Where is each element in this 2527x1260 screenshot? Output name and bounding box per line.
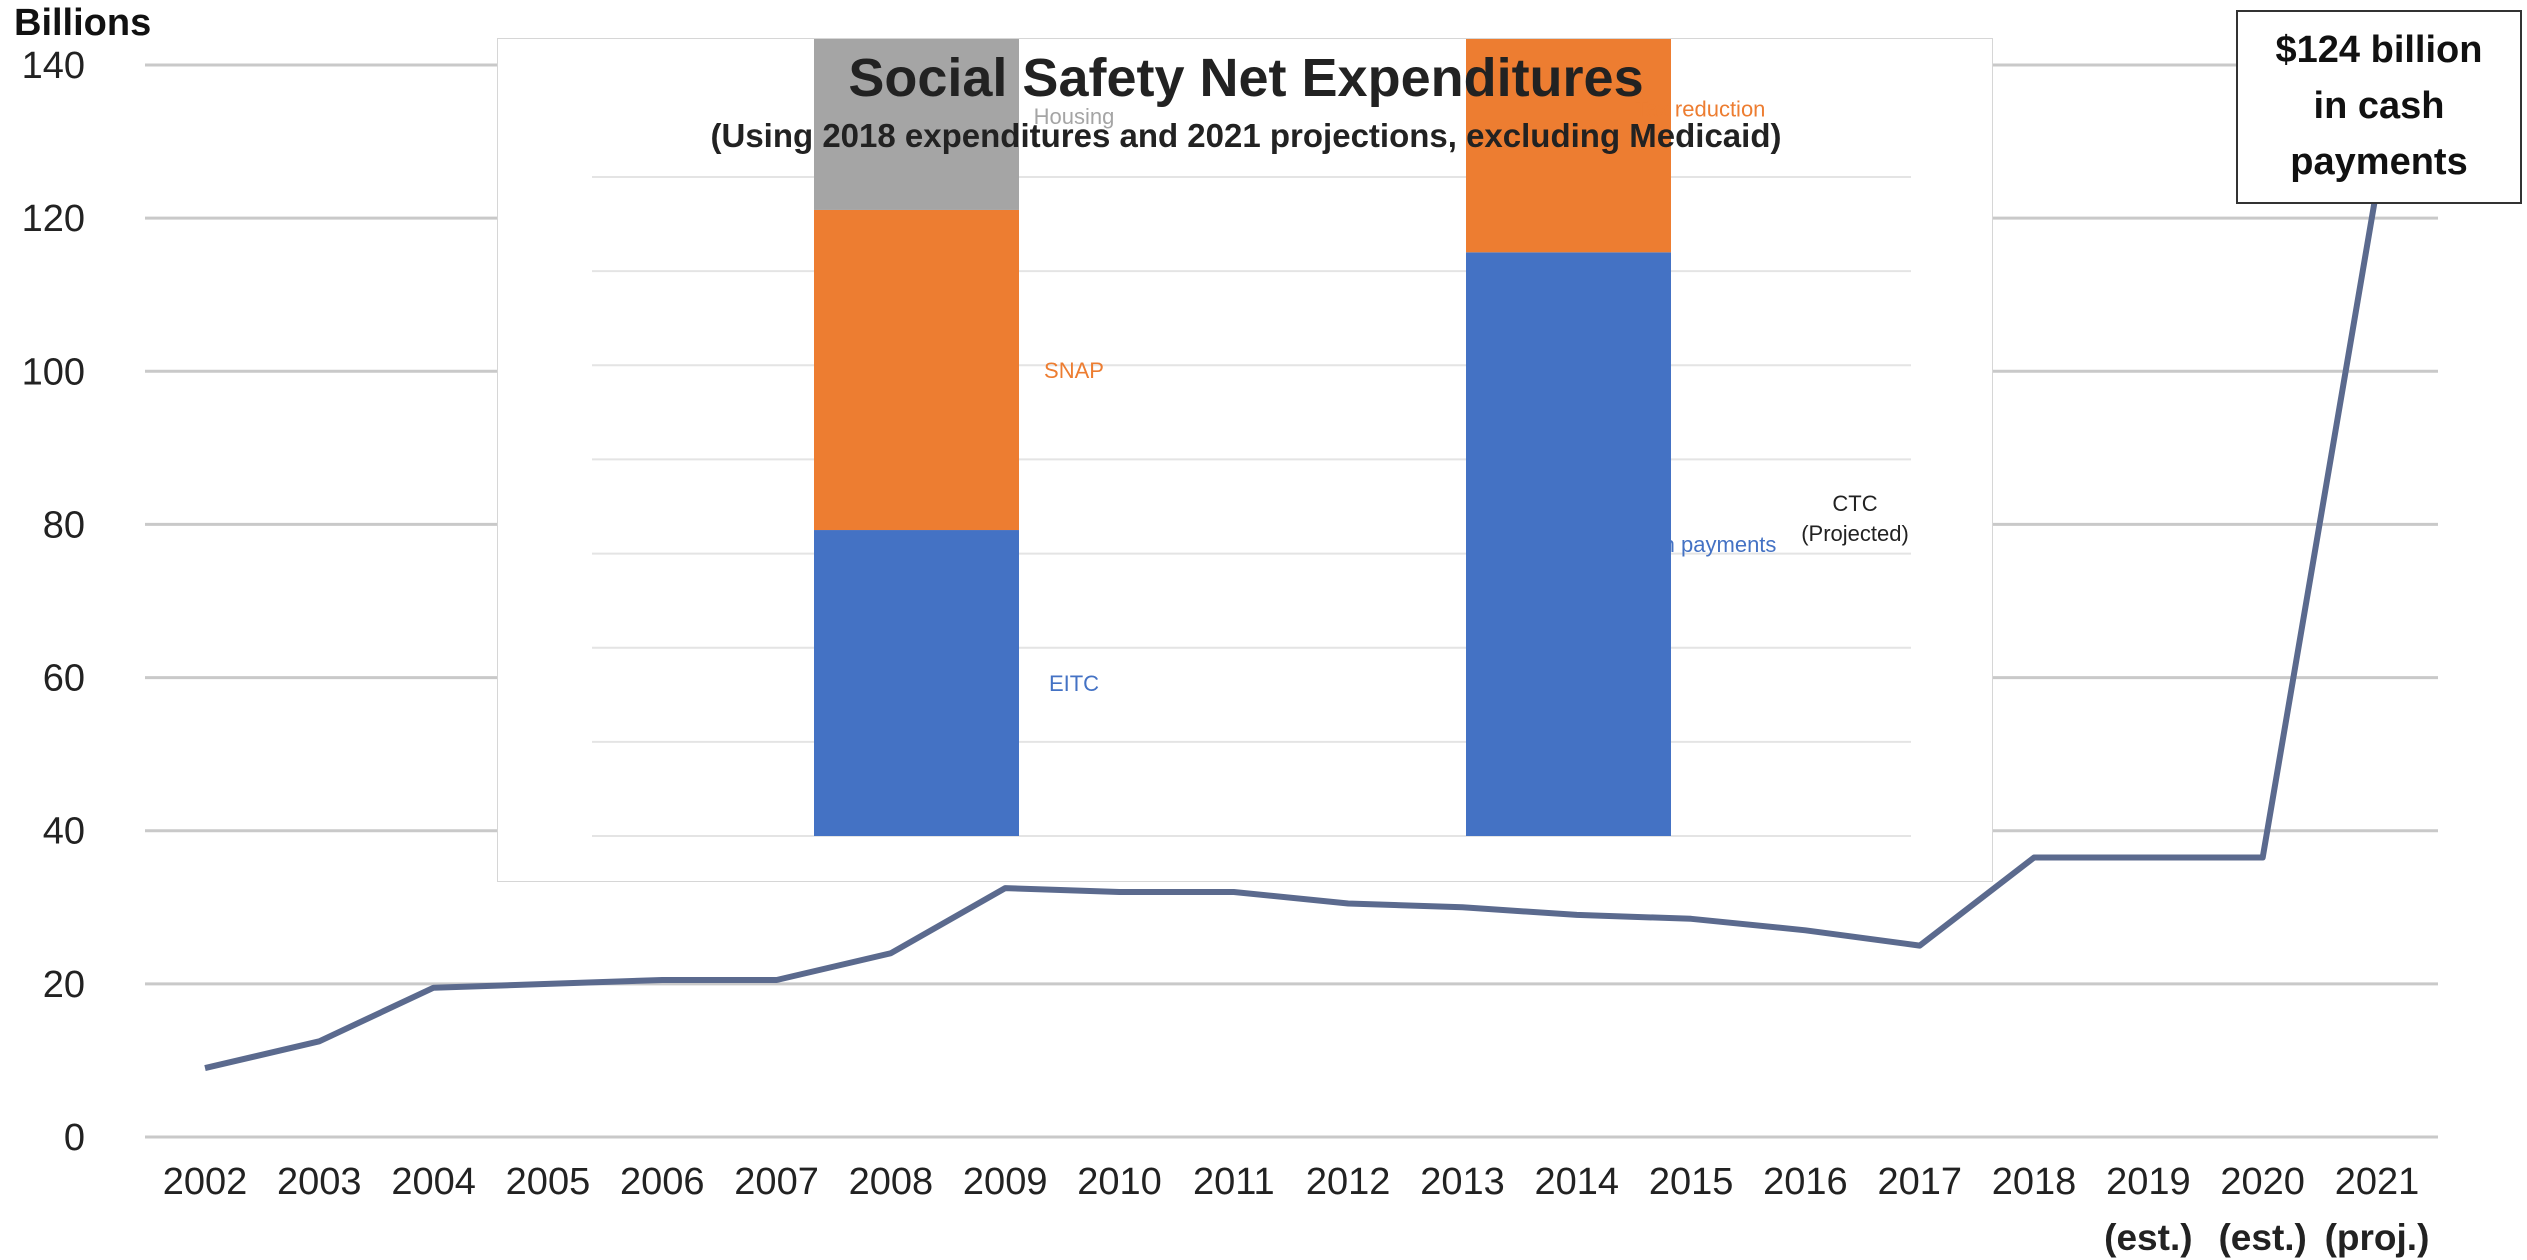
- inset-chart-title: Social Safety Net Expenditures: [848, 48, 1644, 108]
- segment-label: Housing: [1034, 104, 1115, 129]
- inset-chart: EITCSNAPHousingTANF$166 billionCash paym…: [497, 38, 1993, 882]
- y-tick-label: 120: [22, 198, 85, 240]
- bar-group-label: CTC: [1832, 491, 1877, 516]
- x-tick-label: 2002: [163, 1161, 248, 1203]
- bar-group-label: (Projected): [1801, 521, 1909, 546]
- bar-segment: [814, 209, 1019, 531]
- x-tick-label: 2019: [2106, 1161, 2191, 1203]
- x-tick-label: 2020: [2220, 1161, 2305, 1203]
- series-line: [204, 186, 2380, 1072]
- x-tick-label: 2003: [277, 1161, 362, 1203]
- y-tick-label: 80: [43, 504, 85, 546]
- x-tick-label: 2018: [1992, 1161, 2077, 1203]
- x-tick-label: 2014: [1535, 1161, 1620, 1203]
- segment-label: Cash payments: [1624, 532, 1777, 557]
- x-tick-label: 2009: [963, 1161, 1048, 1203]
- x-tick-label: 2021: [2335, 1161, 2420, 1203]
- x-tick-label: 2011: [1193, 1161, 1275, 1203]
- x-tick-label: 2006: [620, 1161, 705, 1203]
- annotation-line-3: payments: [2290, 141, 2468, 183]
- bar-segment: [1466, 39, 1671, 253]
- annotation-line-1: $124 billion: [2275, 29, 2483, 71]
- bar-segment: [814, 39, 1019, 210]
- segment-label: Tax reduction: [1635, 97, 1766, 122]
- x-tick-label: 2010: [1077, 1161, 1162, 1203]
- y-tick-label: 0: [64, 1117, 85, 1159]
- y-tick-label: 60: [43, 658, 85, 700]
- x-tick-label: 2005: [506, 1161, 591, 1203]
- segment-label: SNAP: [1044, 358, 1104, 383]
- y-tick-label: 140: [22, 45, 85, 87]
- bar-segment: [814, 530, 1019, 836]
- x-tick-label: 2016: [1763, 1161, 1848, 1203]
- y-tick-label: 100: [22, 351, 85, 393]
- x-tick-sublabel: (est.): [2218, 1217, 2306, 1258]
- x-tick-label: 2012: [1306, 1161, 1391, 1203]
- y-tick-label: 40: [43, 811, 85, 853]
- annotation-line-2: in cash: [2313, 85, 2445, 127]
- x-tick-label: 2007: [734, 1161, 819, 1203]
- x-tick-label: 2008: [849, 1161, 934, 1203]
- bar-segment: [1466, 252, 1671, 837]
- stacked-bar-chart: EITCSNAPHousingTANF$166 billionCash paym…: [592, 39, 1911, 837]
- x-tick-label: 2013: [1420, 1161, 1505, 1203]
- y-axis-label: Billions: [14, 2, 152, 44]
- x-tick-sublabel: (est.): [2104, 1217, 2192, 1258]
- annotation-callout: $124 billion in cash payments: [2236, 10, 2522, 204]
- inset-chart-subtitle: (Using 2018 expenditures and 2021 projec…: [710, 117, 1782, 154]
- x-tick-label: 2004: [391, 1161, 476, 1203]
- y-tick-label: 20: [43, 964, 85, 1006]
- segment-label: EITC: [1049, 671, 1099, 696]
- x-tick-label: 2015: [1649, 1161, 1734, 1203]
- x-tick-sublabel: (proj.): [2325, 1217, 2430, 1258]
- x-tick-label: 2017: [1877, 1161, 1962, 1203]
